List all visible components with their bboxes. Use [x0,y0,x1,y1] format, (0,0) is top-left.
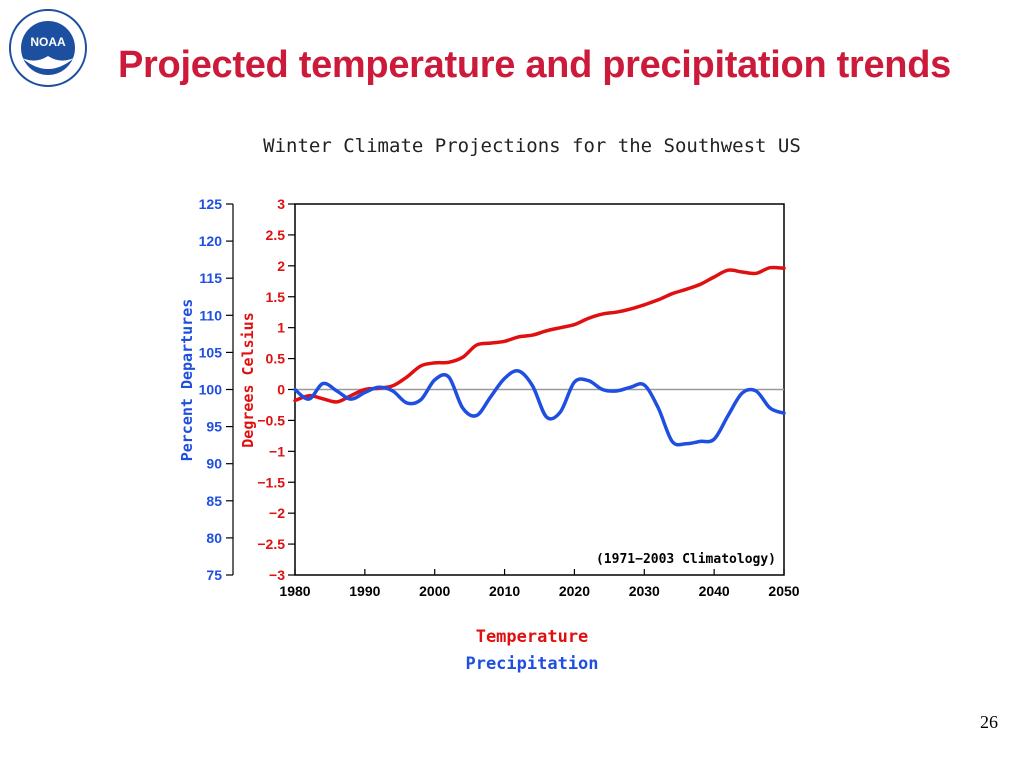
left-tick-label: 120 [199,233,223,249]
right-tick-label: −1.5 [257,474,285,490]
series-line-precipitation [293,368,786,447]
right-tick-label: 3 [277,196,285,212]
legend-precipitation: Precipitation [465,654,598,674]
left-tick-label: 90 [206,456,222,472]
right-tick-label: 1.5 [266,289,286,305]
right-tick-label: 2 [277,258,285,274]
right-tick-label: 1 [277,320,285,336]
right-tick-label: 2.5 [266,227,286,243]
left-axis-label: Percent Departures [178,299,196,462]
x-tick-label: 1980 [279,583,310,599]
right-tick-label: −3 [269,567,285,583]
x-tick-label: 2040 [699,583,730,599]
page-number: 26 [980,712,998,732]
right-tick-label: −1 [269,443,285,459]
right-tick-label: −2.5 [257,536,285,552]
climatology-annotation: (1971−2003 Climatology) [596,552,776,567]
series-layer [293,265,786,447]
right-axis-label: Degrees Celsius [239,312,257,447]
slide-title: Projected temperature and precipitation … [118,44,951,86]
x-tick-label: 2030 [629,583,660,599]
x-tick-label: 2000 [419,583,450,599]
right-tick-label: −0.5 [257,412,285,428]
x-tick-label: 1990 [349,583,380,599]
left-tick-label: 110 [199,307,222,323]
left-tick-label: 115 [199,270,222,286]
x-tick-label: 2010 [489,583,520,599]
left-tick-label: 75 [206,567,222,583]
right-tick-label: 0.5 [266,351,286,367]
x-axis-ticks: 1980 1990 2000 2010 2020 2030 2040 2050 [279,569,800,599]
left-tick-label: 125 [199,196,223,212]
left-axis-ticks: 125 120 115 110 105 100 95 90 85 80 75 [199,196,233,583]
left-tick-label: 105 [199,344,223,360]
right-axis-ticks: 3 2.5 2 1.5 1 0.5 0 −0.5 −1 −1.5 −2 −2.5 −3 [257,196,295,583]
noaa-logo-text: NOAA [30,35,66,49]
left-tick-label: 85 [206,493,222,509]
right-tick-label: −2 [269,505,285,521]
x-tick-label: 2020 [559,583,590,599]
legend-temperature: Temperature [476,627,589,647]
left-tick-label: 95 [206,419,222,435]
chart-title: Winter Climate Projections for the South… [263,135,801,157]
noaa-logo: NOAA [9,9,87,87]
right-tick-label: 0 [277,382,285,398]
series-line-temperature [293,265,786,404]
left-tick-label: 80 [206,530,222,546]
x-tick-label: 2050 [768,583,799,599]
left-tick-label: 100 [199,382,223,398]
